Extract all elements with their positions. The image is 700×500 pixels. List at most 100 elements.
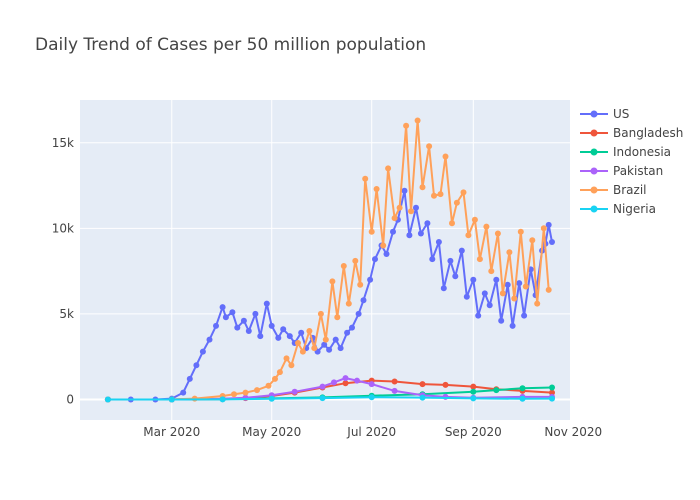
data-point-us xyxy=(275,334,282,341)
x-tick-label: Sep 2020 xyxy=(445,425,502,439)
data-point-pakistan xyxy=(342,375,349,382)
data-point-pakistan xyxy=(354,377,360,384)
legend-label: Pakistan xyxy=(613,164,663,178)
data-point-brazil xyxy=(499,290,506,297)
legend-label: Bangladesh xyxy=(613,126,683,140)
legend-swatch-marker xyxy=(590,167,598,175)
data-point-us xyxy=(344,329,351,336)
data-point-indonesia xyxy=(470,388,477,395)
data-point-brazil xyxy=(340,263,347,269)
data-point-brazil xyxy=(437,191,444,198)
data-point-us xyxy=(280,326,287,333)
data-point-us xyxy=(504,281,511,288)
legend-label: US xyxy=(613,107,629,121)
data-point-pakistan xyxy=(291,388,298,395)
legend[interactable]: US Bangladesh Indonesia Pakistan Brazil Niger… xyxy=(580,107,683,216)
data-point-brazil xyxy=(317,310,324,317)
legend-swatch-marker xyxy=(590,148,598,156)
data-point-us xyxy=(252,310,259,317)
legend-label: Indonesia xyxy=(613,145,671,159)
data-point-brazil xyxy=(373,186,380,192)
legend-item-bangladesh[interactable]: Bangladesh xyxy=(580,126,683,140)
data-point-brazil xyxy=(460,189,467,196)
data-point-us xyxy=(481,290,488,297)
data-point-us xyxy=(440,285,447,292)
data-point-us xyxy=(186,375,193,382)
plot-area xyxy=(80,100,570,420)
data-point-brazil xyxy=(465,232,472,239)
legend-item-pakistan[interactable]: Pakistan xyxy=(580,164,663,178)
x-tick-label: May 2020 xyxy=(242,425,301,439)
data-point-us xyxy=(475,312,482,319)
data-point-us xyxy=(549,239,555,245)
data-point-us xyxy=(401,187,408,194)
data-point-brazil xyxy=(380,242,387,249)
data-point-brazil xyxy=(254,387,260,394)
data-point-brazil xyxy=(426,143,433,150)
x-axis: Mar 2020 May 2020 Jul 2020 Sep 2020 Nov 2020 xyxy=(143,425,602,439)
data-point-nigeria xyxy=(419,394,426,401)
data-point-brazil xyxy=(522,283,529,290)
data-point-us xyxy=(435,239,442,245)
data-point-us xyxy=(219,304,226,311)
data-point-nigeria xyxy=(168,396,175,403)
data-point-us xyxy=(286,333,293,340)
legend-swatch-marker xyxy=(590,186,598,194)
data-point-brazil xyxy=(506,249,513,256)
data-point-brazil xyxy=(453,199,460,206)
data-point-brazil xyxy=(545,286,552,293)
data-point-nigeria xyxy=(470,395,477,402)
legend-item-nigeria[interactable]: Nigeria xyxy=(580,202,656,216)
data-point-indonesia xyxy=(493,387,500,394)
data-point-brazil xyxy=(483,223,490,230)
y-tick-label: 0 xyxy=(66,392,74,406)
data-point-brazil xyxy=(385,165,392,172)
data-point-us xyxy=(298,329,305,336)
data-point-us xyxy=(406,232,413,239)
data-point-brazil xyxy=(357,281,364,288)
data-point-brazil xyxy=(442,153,449,160)
y-tick-label: 5k xyxy=(59,307,74,321)
legend-label: Nigeria xyxy=(613,202,656,216)
data-point-us xyxy=(360,297,367,304)
data-point-nigeria xyxy=(519,395,526,402)
data-point-us xyxy=(417,230,424,237)
data-point-us xyxy=(383,251,390,257)
data-point-brazil xyxy=(231,391,237,398)
data-point-brazil xyxy=(449,220,455,227)
data-point-brazil xyxy=(295,340,301,346)
data-point-brazil xyxy=(540,225,547,232)
data-point-pakistan xyxy=(331,379,337,386)
data-point-brazil xyxy=(283,355,290,362)
y-tick-label: 10k xyxy=(52,221,74,235)
series-line-us xyxy=(107,189,553,401)
data-point-brazil xyxy=(517,228,524,235)
data-point-us xyxy=(498,317,505,324)
series-brazil xyxy=(104,117,552,403)
data-point-us xyxy=(516,280,523,287)
data-point-us xyxy=(355,310,362,317)
data-point-brazil xyxy=(311,345,318,352)
data-point-us xyxy=(337,345,344,352)
data-point-indonesia xyxy=(549,384,555,391)
legend-item-brazil[interactable]: Brazil xyxy=(580,183,647,197)
data-point-us xyxy=(222,314,229,321)
x-tick-label: Mar 2020 xyxy=(143,425,200,439)
data-point-us xyxy=(180,389,187,396)
data-point-us xyxy=(447,257,454,264)
x-tick-label: Jul 2020 xyxy=(346,425,396,439)
data-point-brazil xyxy=(419,184,426,191)
data-point-us xyxy=(332,336,339,343)
series-traces xyxy=(104,117,555,403)
legend-swatch-marker xyxy=(590,129,598,137)
legend-item-indonesia[interactable]: Indonesia xyxy=(580,145,671,159)
y-tick-label: 15k xyxy=(52,136,74,150)
data-point-brazil xyxy=(322,336,329,343)
data-point-us xyxy=(452,273,459,280)
data-point-brazil xyxy=(529,237,536,244)
legend-item-us[interactable]: US xyxy=(580,107,629,121)
data-point-bangladesh xyxy=(442,381,449,388)
legend-label: Brazil xyxy=(613,183,647,197)
data-point-brazil xyxy=(414,117,421,124)
